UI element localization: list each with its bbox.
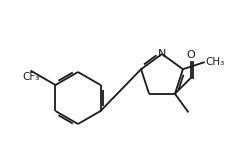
Text: N: N <box>158 49 166 59</box>
Text: O: O <box>186 50 195 60</box>
Text: CH₃: CH₃ <box>206 57 225 67</box>
Text: CF₃: CF₃ <box>23 72 40 82</box>
